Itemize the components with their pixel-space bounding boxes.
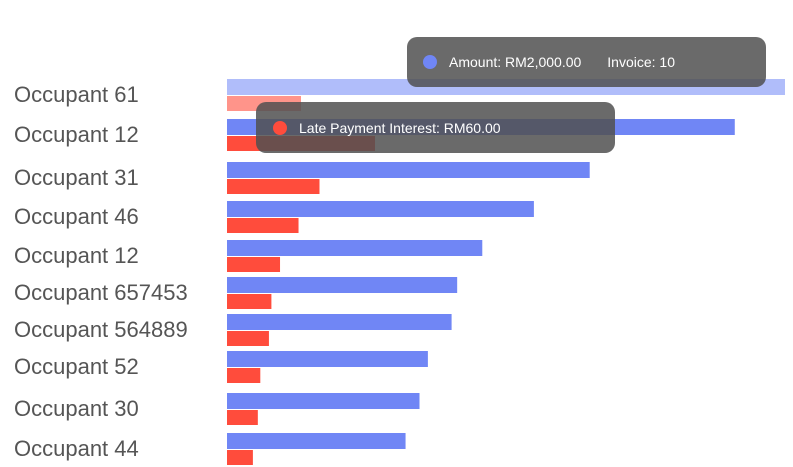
interest-bar[interactable] xyxy=(227,368,261,383)
interest-bar[interactable] xyxy=(227,179,320,194)
category-label: Occupant 12 xyxy=(14,122,139,147)
interest-bar[interactable] xyxy=(227,331,269,346)
category-label: Occupant 31 xyxy=(14,165,139,190)
amount-bar[interactable] xyxy=(227,433,406,449)
interest-bar[interactable] xyxy=(227,450,253,465)
category-label: Occupant 44 xyxy=(14,436,139,461)
category-label: Occupant 30 xyxy=(14,396,139,421)
interest-bar[interactable] xyxy=(227,218,299,233)
category-label: Occupant 61 xyxy=(14,82,139,107)
amount-bar[interactable] xyxy=(227,351,428,367)
interest-bar[interactable] xyxy=(227,410,258,425)
amount-tooltip-text: Amount: RM2,000.00 xyxy=(449,54,582,70)
category-label: Occupant 657453 xyxy=(14,280,188,305)
amount-series-dot xyxy=(423,55,437,69)
interest-tooltip-text: Late Payment Interest: RM60.00 xyxy=(299,119,501,136)
interest-bar[interactable] xyxy=(227,257,281,272)
category-label: Occupant 52 xyxy=(14,354,139,379)
category-label: Occupant 12 xyxy=(14,243,139,268)
amount-tooltip: Amount: RM2,000.00 Invoice: 10 xyxy=(407,37,766,87)
amount-bar[interactable] xyxy=(227,162,590,178)
amount-bar[interactable] xyxy=(227,240,483,256)
amount-bar[interactable] xyxy=(227,393,420,409)
category-label: Occupant 564889 xyxy=(14,317,188,342)
amount-bar[interactable] xyxy=(227,201,534,217)
interest-bar[interactable] xyxy=(227,294,272,309)
interest-series-dot xyxy=(273,120,287,135)
amount-bar[interactable] xyxy=(227,314,452,330)
invoice-tooltip-text: Invoice: 10 xyxy=(607,54,676,70)
category-label: Occupant 46 xyxy=(14,204,139,229)
interest-tooltip: Late Payment Interest: RM60.00 xyxy=(256,102,615,153)
amount-bar[interactable] xyxy=(227,277,458,293)
